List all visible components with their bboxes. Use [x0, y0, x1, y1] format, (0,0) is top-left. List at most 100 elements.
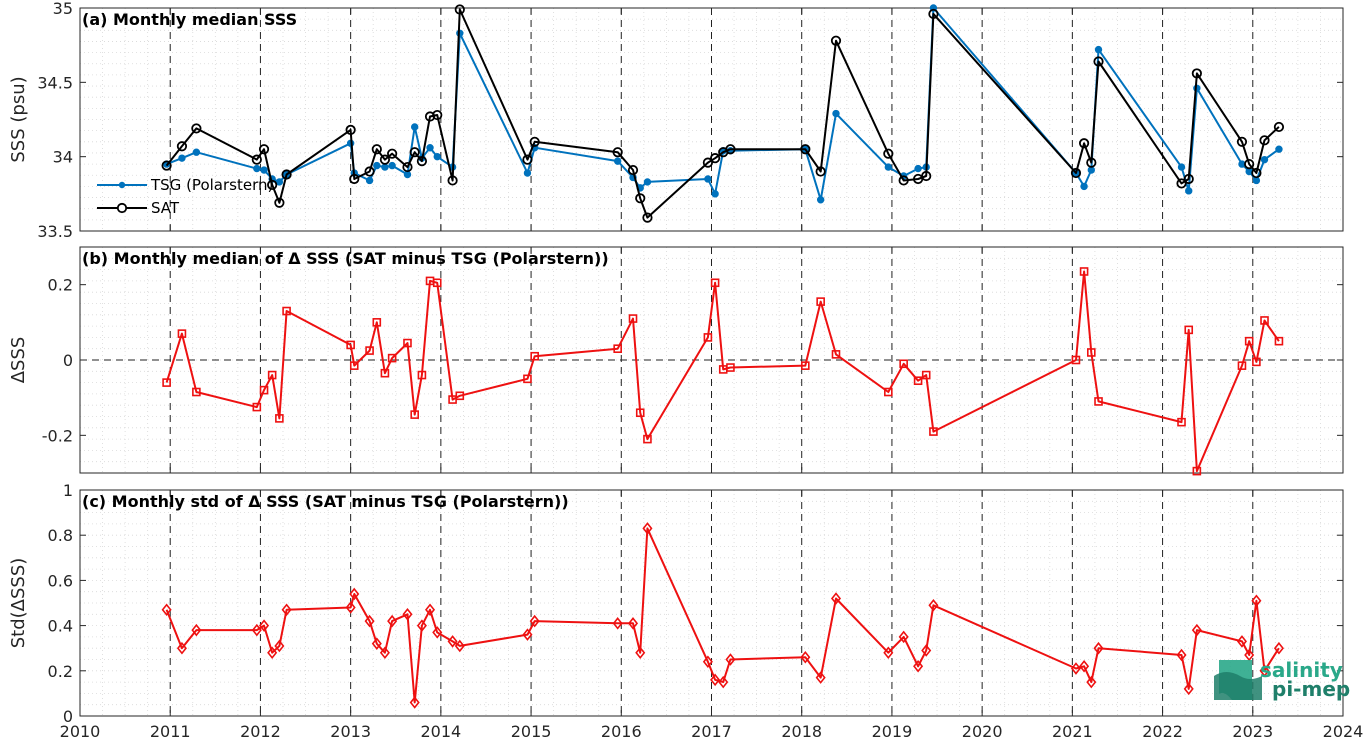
data-point — [635, 646, 646, 660]
data-point — [176, 641, 187, 655]
data-point — [403, 338, 412, 348]
series-line-sat — [165, 8, 1280, 219]
data-point — [702, 157, 713, 168]
data-point — [711, 190, 719, 198]
data-point — [1078, 138, 1090, 149]
data-point — [929, 427, 938, 436]
data-point — [1259, 664, 1270, 678]
data-point — [1236, 635, 1247, 648]
x-tick-label: 2015 — [511, 722, 552, 741]
data-point — [800, 144, 811, 155]
data-point — [425, 603, 436, 617]
data-point — [1176, 178, 1187, 189]
y-tick-label: 0 — [63, 707, 73, 726]
data-point — [402, 608, 413, 621]
data-point — [635, 408, 645, 418]
data-point — [1191, 68, 1202, 79]
data-point — [1079, 267, 1089, 276]
data-point — [161, 160, 172, 171]
data-point — [522, 154, 533, 165]
data-point — [410, 123, 419, 131]
logo-text-line1: salinity — [1260, 658, 1343, 682]
data-point — [1087, 348, 1096, 357]
data-point — [1274, 336, 1284, 346]
data-point — [275, 414, 284, 423]
data-point — [1260, 155, 1269, 164]
data-point — [349, 587, 360, 601]
data-point — [815, 166, 826, 177]
data-point — [921, 644, 932, 657]
data-point — [643, 434, 652, 444]
data-point — [921, 370, 931, 380]
x-tick-label: 2013 — [330, 722, 371, 741]
panel-c: 0 0.2 0.4 0.6 0.8 1 Std(ΔSSS) (c) Monthly std o… — [8, 481, 1363, 741]
data-point — [259, 619, 270, 632]
data-point — [710, 153, 721, 164]
logo-wave-icon — [1214, 672, 1262, 700]
x-tick-label: 2010 — [60, 722, 101, 741]
data-point — [1183, 682, 1194, 696]
data-point — [1094, 397, 1103, 406]
data-point — [455, 391, 465, 401]
y-tick-label: 0 — [63, 351, 73, 370]
data-point — [928, 598, 939, 612]
data-point — [432, 626, 443, 639]
data-point — [831, 350, 841, 359]
data-point — [364, 166, 375, 177]
x-tick-label: 2021 — [1052, 722, 1093, 741]
x-tick-label: 2020 — [962, 722, 1003, 741]
data-point — [274, 639, 285, 653]
axes-frame — [79, 246, 1344, 474]
data-point — [1080, 182, 1088, 191]
panel-title: (b) Monthly median of Δ SSS (SAT minus T… — [82, 249, 609, 268]
data-point — [387, 614, 398, 628]
data-point — [379, 154, 391, 165]
data-point — [725, 653, 736, 666]
data-point — [642, 212, 653, 223]
data-point — [387, 148, 398, 159]
data-point — [612, 617, 623, 630]
data-point — [718, 675, 729, 689]
x-tick-label: 2023 — [1232, 722, 1273, 741]
data-point — [612, 147, 623, 158]
data-point — [1183, 173, 1194, 185]
data-point — [258, 144, 270, 155]
data-point — [898, 175, 909, 186]
data-point — [176, 141, 188, 152]
data-point — [251, 154, 262, 165]
data-point — [259, 385, 269, 395]
data-point — [816, 297, 825, 306]
data-point — [251, 623, 262, 637]
series-line-delta — [165, 270, 1280, 473]
data-point — [432, 278, 442, 288]
legend-label-sat: SAT — [151, 199, 180, 217]
data-point — [1087, 166, 1096, 174]
x-tick-label: 2011 — [150, 722, 191, 741]
data-point — [267, 370, 277, 380]
data-point — [1244, 159, 1255, 170]
y-tick-label: 0.4 — [48, 617, 73, 636]
data-point — [402, 161, 413, 173]
data-point — [447, 175, 458, 186]
data-point — [529, 614, 540, 628]
data-point — [529, 136, 540, 147]
data-point — [913, 376, 923, 386]
data-point — [627, 164, 639, 176]
data-point — [282, 306, 291, 316]
y-tick-label: 1 — [63, 481, 73, 500]
data-point — [1260, 316, 1269, 325]
data-point — [522, 628, 533, 641]
data-point — [252, 402, 262, 412]
data-point — [260, 166, 268, 174]
data-point — [274, 197, 285, 208]
data-point — [349, 361, 359, 370]
data-point — [1251, 167, 1262, 179]
data-point — [830, 592, 842, 605]
data-point — [346, 340, 355, 350]
data-point — [177, 329, 187, 338]
data-point — [1185, 187, 1193, 195]
data-point — [710, 673, 721, 687]
x-tick-label: 2024 — [1323, 722, 1364, 741]
y-tick-label: 33.5 — [37, 222, 73, 241]
